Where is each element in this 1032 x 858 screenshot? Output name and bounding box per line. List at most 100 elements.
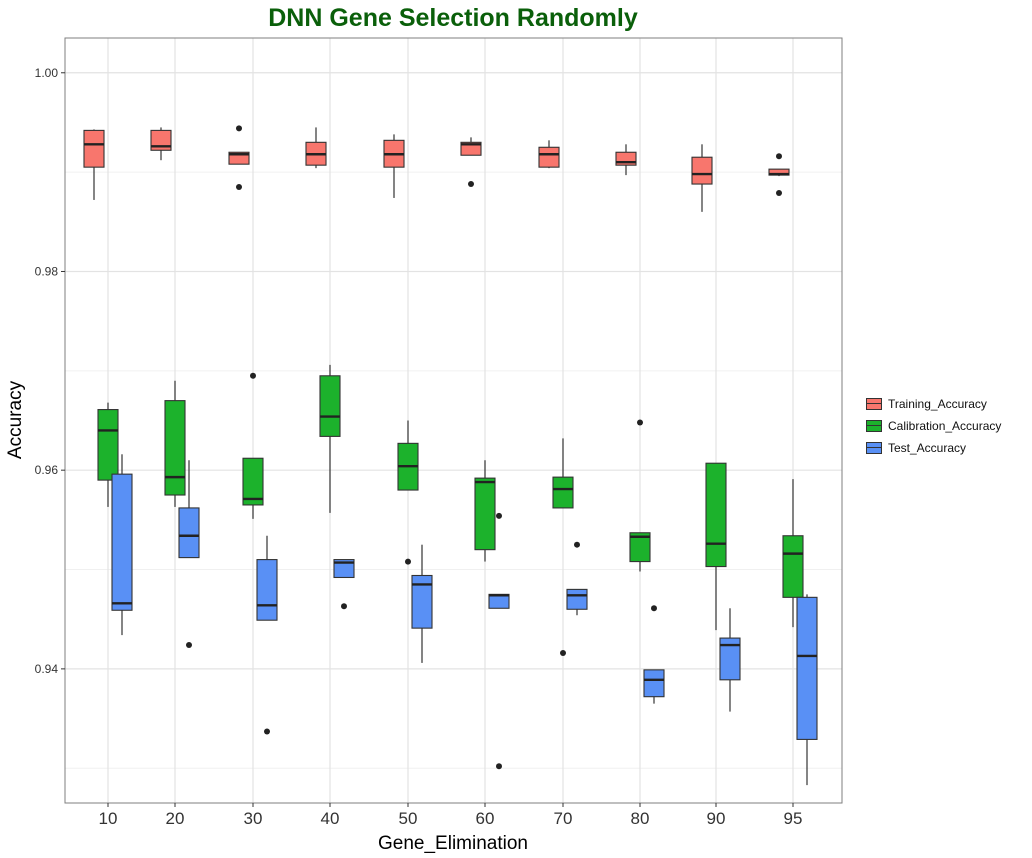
outlier-point [496,763,502,770]
x-tick-label: 90 [707,809,726,828]
box-body [97,409,119,481]
x-axis-label: Gene_Elimination [378,833,528,854]
x-tick-label: 95 [784,809,803,828]
box-body [111,473,133,611]
outlier-point [236,184,242,191]
box-Test_Accuracy-80 [643,605,665,704]
outlier-point [250,372,256,379]
box-Calibration_Accuracy-10 [97,402,119,507]
legend-label-training: Training_Accuracy [888,397,987,411]
box-Test_Accuracy-50 [411,544,433,663]
outlier-point [776,189,782,196]
box-body [705,462,727,568]
box-Training_Accuracy-30 [228,125,250,191]
outlier-point [405,558,411,565]
x-tick-label: 50 [399,809,418,828]
x-tick-label: 40 [321,809,340,828]
box-Training_Accuracy-80 [615,144,637,176]
x-tick-label: 30 [244,809,263,828]
box-Test_Accuracy-60 [488,512,510,770]
legend: Training_Accuracy Calibration_Accuracy T… [866,393,1001,459]
box-body [796,596,818,740]
box-body [552,476,574,509]
outlier-point [651,605,657,612]
x-tick-label: 10 [99,809,118,828]
legend-label-test: Test_Accuracy [888,441,967,455]
box-Test_Accuracy-70 [566,541,588,616]
plot-panel-border [64,37,843,804]
box-body [333,559,355,579]
legend-item-training: Training_Accuracy [866,393,1001,415]
axis-layer: 0.94 0.96 0.98 1.00 10 20 30 40 50 60 70 80 90 95 [35,66,803,828]
y-tick-label: 0.96 [35,463,59,477]
box-Training_Accuracy-95 [768,153,790,196]
box-Training_Accuracy-70 [538,140,560,169]
legend-key-test [866,442,882,454]
outlier-point [496,512,502,519]
legend-key-calibration [866,420,882,432]
legend-item-calibration: Calibration_Accuracy [866,415,1001,437]
box-Calibration_Accuracy-20 [164,380,186,507]
box-Test_Accuracy-95 [796,594,818,786]
box-layer [83,125,818,786]
x-tick-label: 20 [166,809,185,828]
box-body [566,588,588,610]
box-Test_Accuracy-30 [256,535,278,735]
y-tick-label: 1.00 [35,66,59,80]
box-body [629,532,651,563]
outlier-point [341,603,347,610]
box-Calibration_Accuracy-95 [782,479,804,628]
box-body [782,535,804,598]
legend-label-calibration: Calibration_Accuracy [888,419,1002,433]
legend-key-training [866,398,882,410]
box-body [164,400,186,496]
box-body [460,141,482,156]
outlier-point [574,541,580,548]
box-body [474,477,496,551]
box-body [319,375,341,437]
box-body [83,129,105,168]
box-Training_Accuracy-50 [383,134,405,198]
y-tick-label: 0.94 [35,662,59,676]
outlier-point [560,649,566,656]
box-Calibration_Accuracy-70 [552,438,574,656]
box-Training_Accuracy-10 [83,129,105,200]
y-tick-label: 0.98 [35,264,59,278]
outlier-point [264,728,270,735]
box-body [256,559,278,621]
box-Test_Accuracy-10 [111,454,133,636]
box-body [538,146,560,168]
box-Calibration_Accuracy-40 [319,364,341,513]
box-body [691,156,713,185]
chart-title: DNN Gene Selection Randomly [268,4,638,32]
box-Calibration_Accuracy-60 [474,460,496,562]
outlier-point [468,181,474,188]
outlier-point [776,153,782,160]
box-body [643,669,665,698]
box-Calibration_Accuracy-50 [397,420,419,565]
box-Calibration_Accuracy-80 [629,419,651,572]
box-Test_Accuracy-20 [178,460,200,649]
box-Training_Accuracy-20 [150,127,172,161]
x-tick-label: 70 [554,809,573,828]
outlier-point [637,419,643,426]
outlier-point [236,125,242,132]
legend-item-test: Test_Accuracy [866,437,1001,459]
y-axis-label: Accuracy [5,380,26,459]
box-Training_Accuracy-40 [305,127,327,169]
box-body [719,637,741,681]
x-tick-label: 60 [476,809,495,828]
x-tick-label: 80 [631,809,650,828]
box-Training_Accuracy-60 [460,137,482,188]
box-body [228,151,250,165]
outlier-point [186,642,192,649]
box-body [242,457,264,506]
box-Test_Accuracy-90 [719,608,741,712]
box-Calibration_Accuracy-30 [242,372,264,519]
box-Test_Accuracy-40 [333,559,355,610]
box-body [178,507,200,559]
box-body [411,574,433,629]
box-Training_Accuracy-90 [691,144,713,212]
box-Calibration_Accuracy-90 [705,462,727,631]
